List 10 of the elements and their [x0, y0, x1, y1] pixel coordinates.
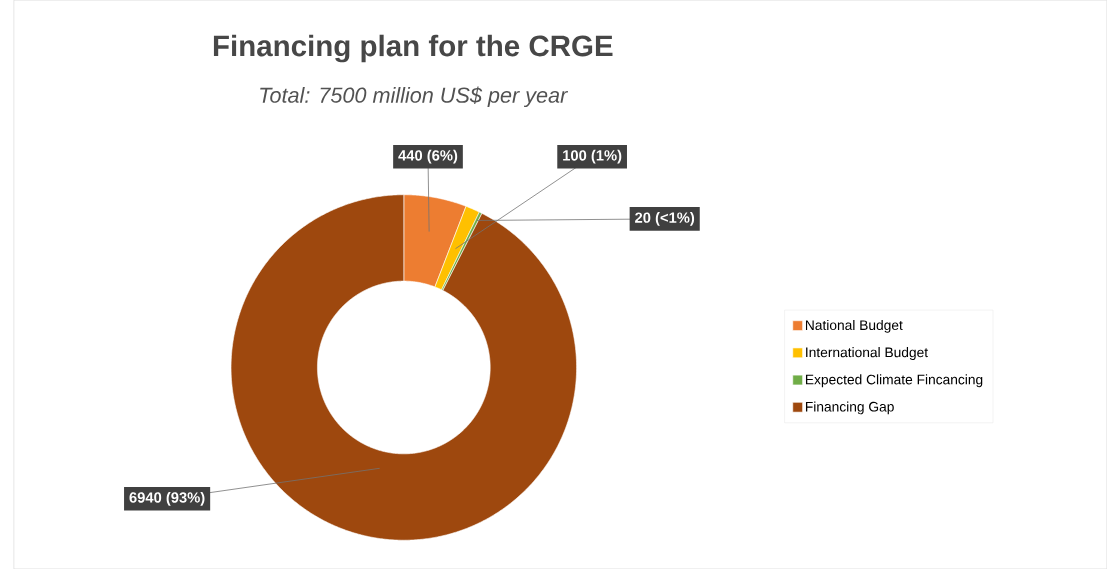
legend-label: Expected Climate Fincancing	[805, 374, 983, 388]
data-label: 100 (1%)	[563, 149, 622, 164]
data-label: 440 (6%)	[398, 149, 458, 164]
legend-label: International Budget	[806, 347, 928, 360]
legend-label: Financing Gap	[805, 401, 894, 415]
data-label: 20 (<1%)	[635, 211, 695, 226]
chart-title: Financing plan for the CRGE	[213, 34, 613, 63]
data-label: 6940 (93%)	[129, 491, 205, 506]
chart-subtitle: Total: 7500 million US$ per year	[260, 86, 569, 108]
legend-label: National Budget	[805, 319, 903, 333]
